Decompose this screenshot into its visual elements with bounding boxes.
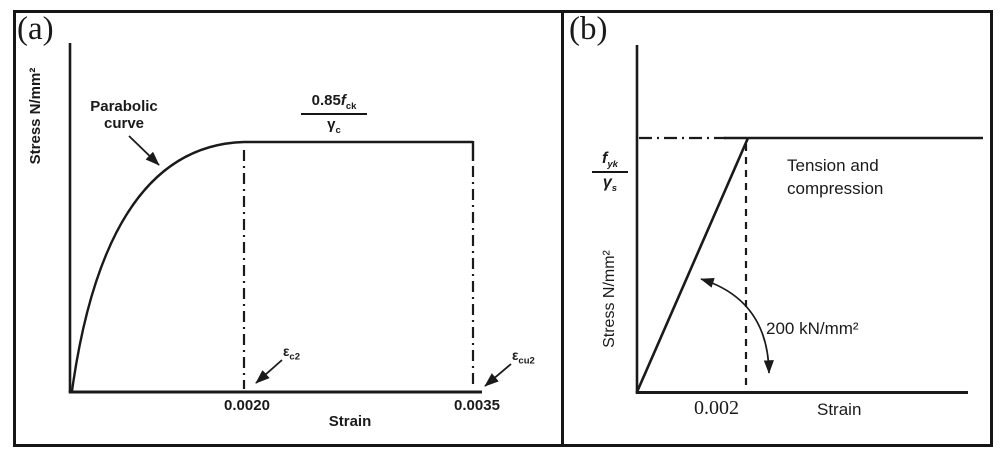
tension-compression-line1: Tension and <box>787 156 879 175</box>
plateau-stress-denominator: γc <box>327 116 341 136</box>
tension-compression-line2: compression <box>787 179 884 198</box>
panel-divider <box>561 10 564 447</box>
plateau-stress-numerator: 0.85fck <box>301 92 367 115</box>
modulus-slope-arc-arrow <box>700 277 774 374</box>
parabolic-curve-label: Parabolic curve <box>78 98 170 132</box>
panel-b-tag: (b) <box>569 11 608 47</box>
epsilon-cu2-label: εcu2 <box>512 348 535 367</box>
epsilon-c2-label: εc2 <box>283 344 300 363</box>
yield-stress-fraction: fyk γs <box>592 150 628 194</box>
panel-a-tag: (a) <box>17 11 54 47</box>
tick-epsilon-c2-value: 0.0020 <box>224 397 270 414</box>
parabolic-curve-label-line1: Parabolic <box>90 98 158 115</box>
tick-yield-strain-value: 0.002 <box>694 397 739 419</box>
panel-b-x-axis-label: Strain <box>817 400 862 419</box>
tension-compression-label: Tension and compression <box>787 154 883 200</box>
tick-epsilon-cu2-value: 0.0035 <box>454 397 500 414</box>
yield-stress-numerator: fyk <box>592 150 628 174</box>
panel-a-x-axis-label: Strain <box>328 413 372 430</box>
panel-a-parabolic-curve <box>70 140 245 392</box>
epsilon-c2-arrow <box>255 359 283 384</box>
elastic-modulus-label: 200 kN/mm² <box>766 319 859 338</box>
yield-stress-denominator: γs <box>602 174 618 195</box>
panel-b-elastic-line <box>635 137 750 393</box>
parabolic-curve-arrow <box>128 135 160 166</box>
parabolic-curve-label-line2: curve <box>103 115 145 132</box>
plateau-stress-fraction: 0.85fck γc <box>301 92 367 136</box>
outer-border <box>13 10 993 447</box>
panel-a-y-axis-label: Stress N/mm² <box>26 67 44 165</box>
epsilon-cu2-arrow <box>484 363 512 387</box>
panel-b-y-axis-label: Stress N/mm² <box>601 250 619 348</box>
